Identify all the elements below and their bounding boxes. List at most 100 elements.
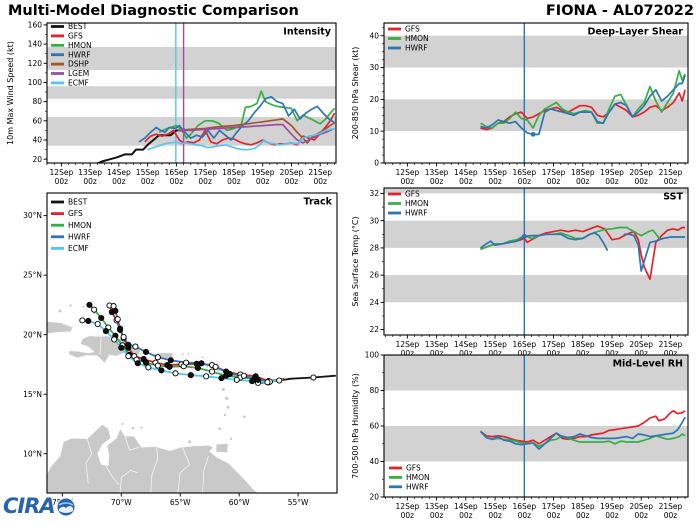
lon-tick-label: 70°W bbox=[111, 498, 132, 507]
track-HMON-marker bbox=[98, 314, 105, 322]
land-border bbox=[177, 447, 191, 493]
legend-label-HWRF: HWRF bbox=[405, 209, 428, 218]
legend-label-HMON: HMON bbox=[406, 473, 430, 482]
x-tick-label: 12Sep bbox=[50, 168, 74, 177]
track-HWRF-marker bbox=[240, 372, 247, 379]
island bbox=[201, 356, 204, 359]
legend-label-HWRF: HWRF bbox=[405, 44, 428, 53]
track-HMON-marker bbox=[208, 368, 216, 375]
y-tick-label: 40 bbox=[32, 136, 42, 145]
x-tick-label: 16Sep bbox=[165, 168, 189, 177]
legend-track: BEST GFS HMON HWRF ECMF bbox=[51, 198, 92, 253]
x-tick-sublabel: 00z bbox=[227, 177, 241, 186]
track-HWRF-marker bbox=[183, 359, 190, 366]
track-HWRF-marker bbox=[154, 354, 161, 361]
x-tick-sublabel: 00z bbox=[112, 177, 126, 186]
series-HWRF-marker bbox=[530, 131, 536, 137]
lon-tick-label: 65°W bbox=[170, 498, 191, 507]
legend-label-ECMF: ECMF bbox=[68, 79, 89, 88]
track-HWRF-marker bbox=[212, 363, 219, 370]
x-tick-label: 15Sep bbox=[483, 340, 507, 349]
shaded-band bbox=[47, 46, 336, 70]
y-tick-label: 140 bbox=[28, 40, 43, 49]
x-tick-label: 13Sep bbox=[425, 168, 449, 177]
island bbox=[93, 312, 96, 315]
y-tick-label: 60 bbox=[32, 116, 42, 125]
x-tick-sublabel: 00z bbox=[401, 177, 415, 186]
track-HMON-marker bbox=[154, 362, 161, 369]
x-tick-sublabel: 00z bbox=[313, 177, 327, 186]
island bbox=[187, 352, 190, 355]
x-tick-label: 20Sep bbox=[629, 168, 653, 177]
x-tick-label: 16Sep bbox=[512, 168, 536, 177]
x-tick-sublabel: 00z bbox=[430, 177, 444, 186]
legend-label-BEST: BEST bbox=[68, 198, 88, 207]
x-tick-label: 12Sep bbox=[396, 340, 420, 349]
series-BEST bbox=[64, 129, 185, 163]
track-HMON-marker bbox=[86, 301, 93, 308]
island bbox=[131, 426, 135, 430]
x-tick-label: 18Sep bbox=[571, 502, 595, 511]
x-tick-sublabel: 00z bbox=[83, 177, 97, 186]
x-tick-label: 20Sep bbox=[280, 168, 304, 177]
x-tick-label: 12Sep bbox=[396, 502, 420, 511]
x-tick-label: 19Sep bbox=[600, 340, 624, 349]
panel-frame bbox=[46, 192, 338, 494]
x-tick-label: 14Sep bbox=[454, 502, 478, 511]
track-ECMF-marker bbox=[249, 378, 256, 385]
page-title: Multi-Model Diagnostic Comparison bbox=[8, 3, 299, 19]
land-border bbox=[124, 435, 140, 451]
legend-label-HWRF: HWRF bbox=[68, 50, 91, 59]
legend-label-GFS: GFS bbox=[405, 25, 420, 34]
y-tick-label: 160 bbox=[28, 21, 43, 30]
track-HWRF-marker bbox=[114, 316, 121, 323]
island bbox=[69, 304, 72, 307]
y-tick-label: 30 bbox=[369, 216, 379, 225]
island bbox=[226, 405, 230, 409]
series-ECMF bbox=[147, 127, 335, 151]
panel-label: Deep-Layer Shear bbox=[588, 27, 684, 38]
x-tick-sublabel: 00z bbox=[605, 177, 619, 186]
y-tick-label: 32 bbox=[369, 189, 379, 198]
legend-label-BEST: BEST bbox=[68, 22, 88, 31]
series-GFS bbox=[479, 410, 686, 445]
series-HMON bbox=[158, 90, 336, 139]
land-trinidad bbox=[215, 443, 229, 453]
track-HMON-marker bbox=[166, 363, 173, 370]
x-tick-label: 12Sep bbox=[396, 168, 420, 177]
lat-tick-label: 15°N bbox=[23, 390, 42, 399]
x-tick-sublabel: 00z bbox=[141, 177, 155, 186]
track-ECMF-marker bbox=[264, 379, 271, 386]
x-tick-sublabel: 00z bbox=[401, 511, 415, 520]
x-tick-label: 18Sep bbox=[571, 340, 595, 349]
panel-frame bbox=[46, 22, 337, 164]
panel-frame bbox=[383, 22, 689, 164]
x-tick-label: 14Sep bbox=[454, 340, 478, 349]
series-LGEM bbox=[177, 123, 335, 144]
track-BEST-marker bbox=[310, 374, 317, 381]
y-tick-label: 20 bbox=[32, 155, 42, 164]
x-tick-sublabel: 00z bbox=[198, 177, 212, 186]
y-axis-label: 10m Max Wind Speed (kt) bbox=[6, 41, 15, 145]
track-ECMF-marker bbox=[134, 360, 141, 367]
series-LGEM-marker bbox=[181, 127, 186, 133]
land-border bbox=[104, 464, 120, 485]
x-tick-label: 17Sep bbox=[542, 502, 566, 511]
y-axis-label: Sea Surface Temp (°C) bbox=[351, 216, 360, 306]
panel-rh: 12Sep00z13Sep00z14Sep00z15Sep00z16Sep00z… bbox=[351, 351, 689, 520]
x-tick-label: 13Sep bbox=[425, 502, 449, 511]
track-HWRF-marker bbox=[198, 360, 205, 367]
x-tick-sublabel: 00z bbox=[459, 511, 473, 520]
y-tick-label: 0 bbox=[374, 159, 379, 168]
x-tick-label: 20Sep bbox=[629, 340, 653, 349]
x-tick-sublabel: 00z bbox=[488, 511, 502, 520]
y-axis-label: 700-500 hPa Humidity (%) bbox=[351, 373, 360, 479]
x-tick-label: 21Sep bbox=[659, 168, 683, 177]
shaded-band bbox=[384, 188, 688, 194]
y-tick-label: 28 bbox=[369, 243, 379, 252]
x-tick-sublabel: 00z bbox=[401, 349, 415, 358]
series-HMON bbox=[480, 226, 661, 251]
track-HWRF-marker bbox=[110, 303, 117, 310]
legend-label-LGEM: LGEM bbox=[68, 69, 89, 78]
